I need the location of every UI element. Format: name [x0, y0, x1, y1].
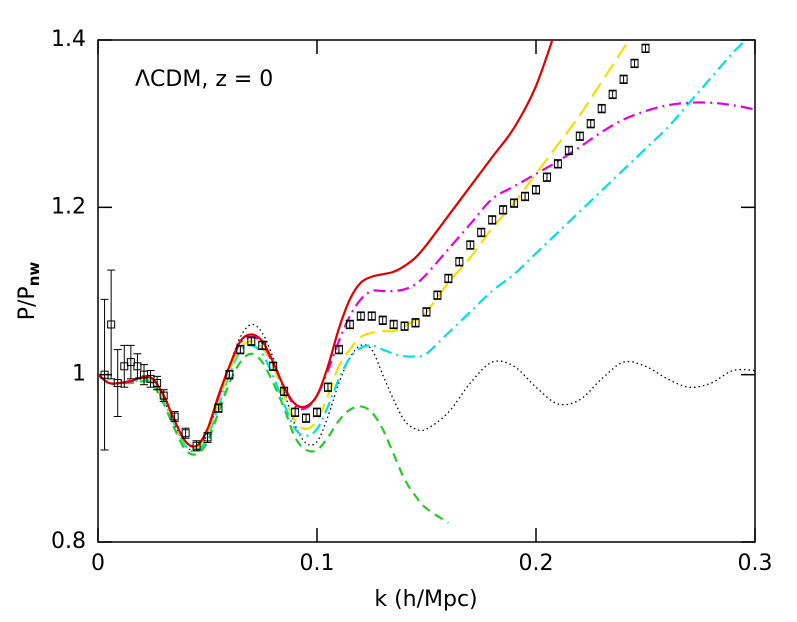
data-point: [510, 199, 519, 208]
data-point: [133, 362, 142, 371]
data-point: [120, 362, 129, 371]
data-point: [575, 132, 584, 141]
data-point: [641, 44, 650, 53]
data-point: [334, 345, 343, 354]
series-line: [98, 323, 755, 452]
data-point: [302, 414, 311, 423]
data-point: [225, 370, 234, 379]
data-point: [488, 215, 497, 224]
data-point: [139, 370, 148, 379]
y-label-main: P/P: [15, 286, 40, 320]
data-point: [542, 173, 551, 182]
data-point: [107, 320, 116, 329]
y-label-sub: nw: [25, 262, 43, 287]
data-point: [378, 316, 387, 325]
data-point: [345, 320, 354, 329]
x-tick-label: 0.1: [300, 551, 335, 576]
y-tick-label: 1.2: [51, 194, 86, 219]
data-point: [389, 320, 398, 329]
data-point: [477, 228, 486, 237]
data-point: [499, 205, 508, 214]
x-tick-label: 0.2: [519, 551, 554, 576]
plot-area: [98, 40, 755, 524]
data-point: [192, 441, 201, 450]
data-point: [146, 374, 155, 383]
data-point: [597, 104, 606, 113]
data-point: [411, 318, 420, 327]
series-line: [98, 101, 755, 448]
y-axis-label: P/Pnw: [15, 262, 43, 321]
data-point: [532, 185, 540, 194]
x-tick-label: 0: [91, 551, 105, 576]
data-point: [553, 159, 562, 168]
series-line: [98, 40, 748, 454]
data-point: [214, 404, 223, 413]
data-point: [444, 274, 453, 283]
plot-frame: [97, 39, 756, 543]
data-point: [466, 240, 475, 249]
data-point: [619, 75, 628, 84]
data-point: [400, 322, 409, 331]
data-point: [356, 312, 365, 321]
x-tick-label: 0.3: [738, 551, 773, 576]
data-point: [323, 383, 332, 392]
y-tick-label: 0.8: [51, 529, 86, 554]
x-axis-label: k (h/Mpc): [374, 587, 477, 612]
data-point: [126, 358, 135, 367]
data-point: [367, 312, 376, 321]
y-tick-label: 1: [72, 362, 86, 387]
data-point: [291, 408, 300, 417]
data-point: [113, 379, 122, 388]
data-point: [203, 433, 212, 442]
data-point: [608, 90, 617, 99]
data-point: [247, 337, 256, 346]
annotation: ΛCDM, z = 0: [135, 67, 273, 92]
data-point: [170, 412, 179, 421]
data-point: [153, 379, 162, 388]
data-point: [564, 146, 573, 155]
data-point: [630, 59, 639, 68]
y-tick-label: 1.4: [51, 27, 86, 52]
data-point: [236, 345, 245, 354]
data-point: [159, 391, 168, 400]
data-point: [586, 119, 595, 128]
data-point: [521, 192, 530, 201]
data-point: [433, 291, 442, 300]
data-point: [313, 408, 321, 417]
data-point: [280, 387, 289, 396]
data-point: [269, 362, 278, 371]
data-point: [258, 341, 267, 350]
data-point: [422, 307, 431, 316]
data-point: [100, 370, 109, 379]
data-point: [181, 429, 190, 438]
data-point: [455, 257, 464, 266]
